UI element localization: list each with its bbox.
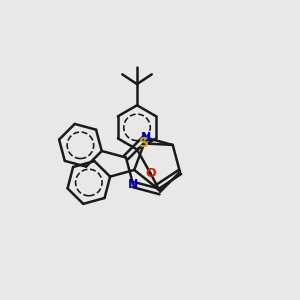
Text: N: N	[140, 131, 151, 144]
Text: N: N	[128, 178, 138, 191]
Text: S: S	[139, 136, 149, 150]
Text: O: O	[145, 167, 156, 179]
